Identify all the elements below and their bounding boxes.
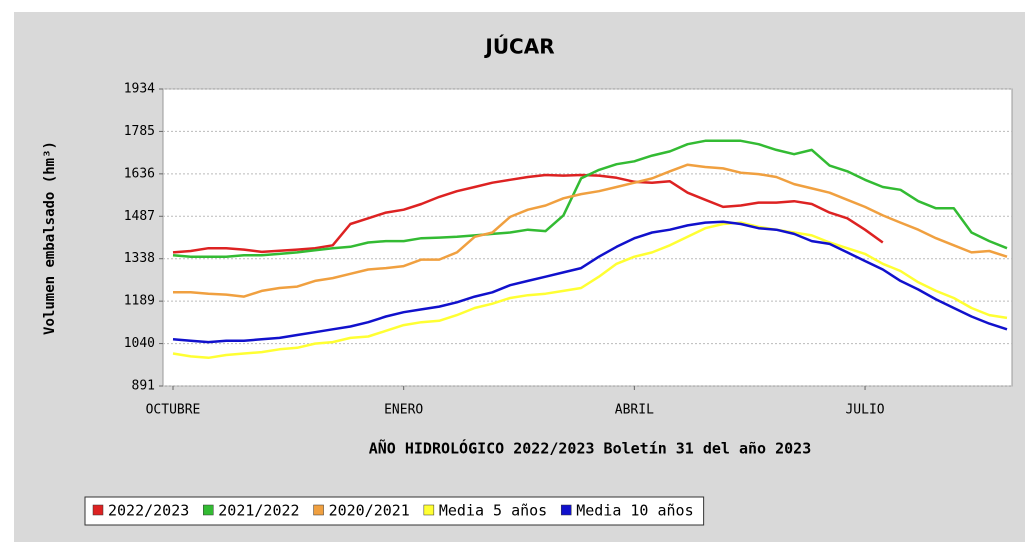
legend-swatch	[560, 504, 572, 516]
legend-swatch	[203, 504, 214, 516]
series-line	[172, 220, 1008, 344]
series-line	[172, 221, 1008, 360]
y-tick-label: 1040	[124, 336, 155, 351]
x-tick-label: JULIO	[845, 403, 884, 418]
x-tick-label: OCTUBRE	[146, 403, 201, 418]
legend: 2022/2023 2021/2022 2020/2021 Media 5 años M…	[84, 496, 705, 526]
legend-label: Media 10 años	[576, 502, 693, 520]
y-tick-label: 891	[132, 379, 155, 394]
series-line	[172, 173, 884, 254]
legend-label: 2022/2023	[108, 502, 189, 520]
y-tick-label: 1636	[124, 166, 155, 181]
y-tick-label: 1189	[124, 294, 155, 309]
legend-swatch	[423, 504, 435, 516]
legend-label: 2021/2022	[218, 502, 299, 520]
chart-title: JÚCAR	[483, 35, 554, 59]
x-tick-label: ENERO	[384, 403, 423, 418]
series-line	[172, 139, 1008, 258]
x-axis-label: AÑO HIDROLÓGICO 2022/2023 Boletín 31 del…	[369, 439, 812, 458]
legend-box	[84, 496, 705, 526]
y-tick-label: 1338	[124, 251, 155, 266]
legend-label: 2020/2021	[329, 502, 410, 520]
legend-swatch	[313, 504, 324, 516]
y-tick-label: 1785	[124, 124, 155, 139]
y-tick-label: 1487	[124, 209, 155, 224]
y-axis-label: Volumen embalsado (hm³)	[42, 141, 58, 335]
legend-swatch	[92, 504, 104, 516]
plot-area	[162, 88, 1013, 387]
y-tick-label: 1934	[124, 82, 155, 97]
x-tick-label: ABRIL	[615, 403, 654, 418]
series-line	[173, 163, 1008, 298]
legend-label: Media 5 años	[439, 502, 547, 520]
